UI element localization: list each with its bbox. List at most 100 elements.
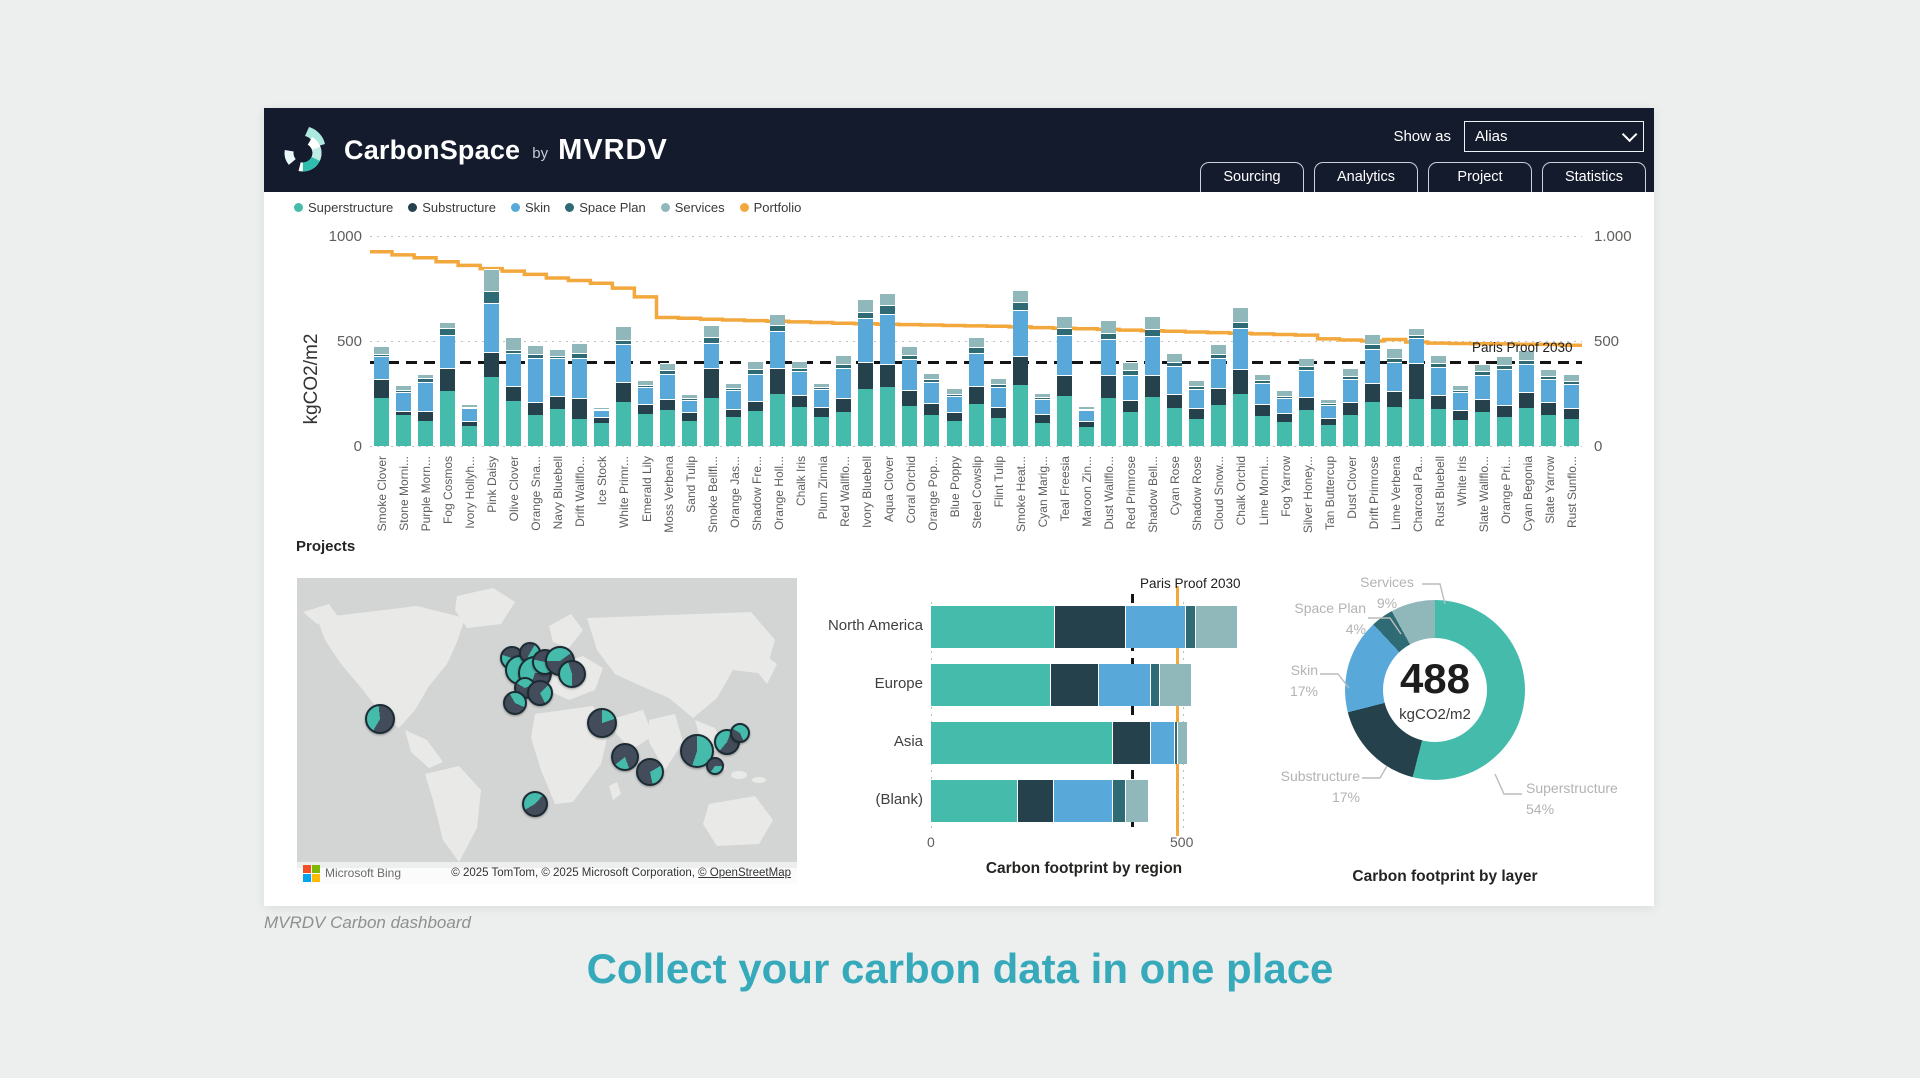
- bar-Rust Sunflo...[interactable]: [1563, 373, 1579, 446]
- segment-substructure: [880, 364, 896, 388]
- region-bar-asia[interactable]: [931, 722, 1187, 764]
- bar-Chalk Iris[interactable]: [792, 360, 808, 446]
- project-pie-marker[interactable]: [526, 679, 553, 706]
- segment-skin: [1387, 361, 1403, 392]
- bar-Ice Stock[interactable]: [593, 407, 609, 446]
- project-pie-marker[interactable]: [364, 703, 395, 734]
- project-pie-marker[interactable]: [610, 743, 639, 771]
- segment-services: [1078, 406, 1094, 410]
- bar-Plum Zinnia[interactable]: [814, 383, 830, 446]
- bar-Drift Wallflo...[interactable]: [571, 343, 587, 446]
- x-label: Shadow Fre...: [749, 456, 764, 531]
- segment-substructure: [682, 412, 697, 421]
- bar-Slate Wallflo...[interactable]: [1475, 364, 1491, 446]
- segment-space_plan: [439, 328, 455, 335]
- segment-space_plan: [1056, 328, 1072, 335]
- bar-Maroon Zin...[interactable]: [1078, 406, 1094, 446]
- region-bar-blank[interactable]: [931, 780, 1148, 822]
- bar-Smoke Clover[interactable]: [373, 346, 389, 446]
- legend-item-skin[interactable]: Skin: [510, 200, 550, 215]
- bar-Rust Bluebell[interactable]: [1431, 354, 1447, 446]
- legend-item-superstructure[interactable]: Superstructure: [294, 200, 393, 215]
- bar-Orange Sna...[interactable]: [527, 345, 543, 446]
- bar-Chalk Orchid[interactable]: [1232, 307, 1248, 446]
- project-pie-marker[interactable]: [558, 660, 586, 689]
- bar-White Primr...[interactable]: [615, 326, 631, 446]
- bar-Tan Buttercup[interactable]: [1321, 398, 1337, 446]
- bar-Cloud Snow...[interactable]: [1210, 344, 1226, 446]
- bar-Cyan Marig...[interactable]: [1034, 392, 1050, 446]
- bar-Aqua Clover[interactable]: [880, 292, 896, 446]
- bar-White Iris[interactable]: [1453, 385, 1469, 446]
- project-pie-marker[interactable]: [705, 757, 724, 776]
- segment-substructure: [1387, 391, 1403, 408]
- bar-Orange Pri...[interactable]: [1497, 355, 1513, 446]
- bar-Cyan Rose[interactable]: [1166, 352, 1182, 446]
- project-pie-marker[interactable]: [521, 791, 548, 818]
- bar-Moss Verbena[interactable]: [660, 363, 675, 446]
- bar-Olive Clover[interactable]: [505, 336, 521, 446]
- legend-item-services[interactable]: Services: [660, 200, 725, 215]
- bar-Orange Pop...[interactable]: [924, 372, 940, 446]
- bar-Drift Primrose[interactable]: [1365, 333, 1381, 446]
- bar-Orange Jas...[interactable]: [726, 382, 742, 446]
- bar-Sand Tulip[interactable]: [682, 393, 697, 446]
- legend-item-space_plan[interactable]: Space Plan: [565, 200, 646, 215]
- bar-Stone Morni...[interactable]: [395, 385, 411, 446]
- bar-Navy Bluebell[interactable]: [549, 349, 565, 446]
- bar-Orange Holl...[interactable]: [770, 313, 786, 446]
- bar-Shadow Rose[interactable]: [1188, 379, 1204, 446]
- bar-Silver Honey...[interactable]: [1299, 357, 1314, 446]
- x-label: Cyan Rose: [1168, 456, 1183, 516]
- bar-Red Primrose[interactable]: [1122, 362, 1138, 446]
- bar-Teal Freesia[interactable]: [1056, 315, 1072, 446]
- bar-Smoke Bellfl...[interactable]: [704, 325, 720, 446]
- bar-Ivory Bluebell[interactable]: [858, 299, 874, 446]
- bar-Red Wallflo...[interactable]: [836, 354, 852, 446]
- legend-item-substructure[interactable]: Substructure: [408, 200, 496, 215]
- bar-Cyan Begonia[interactable]: [1519, 350, 1535, 446]
- bar-Dust Wallflo...[interactable]: [1100, 320, 1116, 446]
- bar-Coral Orchid[interactable]: [902, 346, 918, 446]
- bar-Ivory Hollyh...[interactable]: [461, 404, 477, 446]
- bar-Dust Clover[interactable]: [1343, 368, 1359, 446]
- segment-substructure: [1056, 374, 1072, 396]
- bar-Emerald Lily[interactable]: [638, 379, 653, 446]
- segment-substructure: [1122, 399, 1138, 413]
- project-pie-marker[interactable]: [635, 758, 664, 787]
- tab-project[interactable]: Project: [1428, 162, 1532, 192]
- region-bar-northamerica[interactable]: [931, 606, 1238, 648]
- project-pie-marker[interactable]: [502, 691, 527, 716]
- projects-map[interactable]: Microsoft Bing © 2025 TomTom, © 2025 Mic…: [297, 578, 797, 884]
- tab-sourcing[interactable]: Sourcing: [1200, 162, 1304, 192]
- tab-analytics[interactable]: Analytics: [1314, 162, 1418, 192]
- bar-Purple Morn...[interactable]: [417, 373, 433, 446]
- x-label: Drift Wallflo...: [573, 456, 588, 527]
- tab-statistics[interactable]: Statistics: [1542, 162, 1646, 192]
- bar-Steel Cowslip[interactable]: [968, 336, 984, 446]
- bar-Flint Tulip[interactable]: [990, 377, 1006, 446]
- bar-Lime Morni...[interactable]: [1255, 373, 1270, 446]
- segment-skin: [1277, 397, 1292, 414]
- segment-skin: [682, 399, 697, 413]
- bar-Fog Cosmos[interactable]: [439, 322, 455, 446]
- bar-Blue Poppy[interactable]: [946, 388, 962, 446]
- region-bar-europe[interactable]: [931, 664, 1192, 706]
- show-as-dropdown[interactable]: Alias: [1464, 121, 1644, 152]
- bar-Lime Verbena[interactable]: [1387, 348, 1403, 446]
- bar-Pink Daisy[interactable]: [483, 268, 499, 446]
- segment-skin: [1497, 369, 1513, 406]
- openstreetmap-link[interactable]: © OpenStreetMap: [698, 867, 791, 879]
- bar-Slate Yarrow[interactable]: [1541, 369, 1557, 446]
- bar-Fog Yarrow[interactable]: [1277, 390, 1292, 446]
- project-pie-marker[interactable]: [587, 708, 617, 739]
- project-pie-marker[interactable]: [729, 722, 750, 743]
- bar-Charcoal Pa...[interactable]: [1409, 328, 1425, 446]
- bing-logo[interactable]: Microsoft Bing: [303, 864, 401, 882]
- segment-space_plan: [1210, 353, 1226, 358]
- bar-Smoke Heat...[interactable]: [1012, 289, 1028, 446]
- segment-substructure: [1232, 369, 1248, 394]
- bar-Shadow Fre...[interactable]: [748, 361, 764, 446]
- legend-item-portfolio[interactable]: Portfolio: [739, 200, 801, 215]
- bar-Shadow Bell...[interactable]: [1144, 315, 1160, 446]
